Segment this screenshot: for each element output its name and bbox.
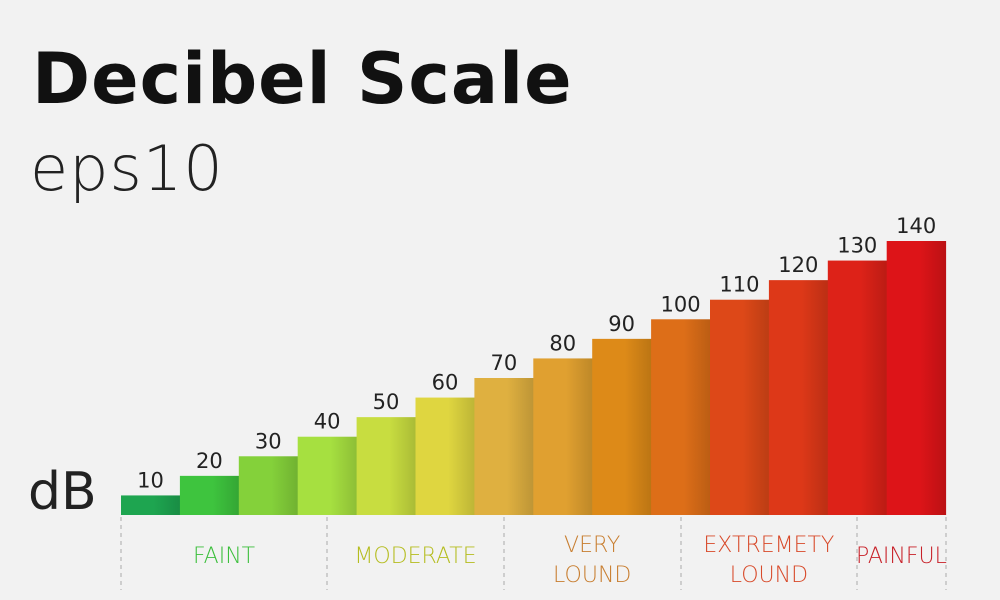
bar-20 <box>179 475 240 515</box>
category-label: FAINT <box>193 544 255 569</box>
bar-value-label: 140 <box>896 214 936 238</box>
bar-30 <box>238 456 299 515</box>
bar-50 <box>356 417 416 515</box>
chart-title: Decibel Scale <box>32 38 573 120</box>
bar-100 <box>651 319 711 515</box>
bar-60 <box>415 397 475 515</box>
bar-value-label: 40 <box>314 410 341 434</box>
bar-value-label: 90 <box>608 312 635 336</box>
bar-value-label: 80 <box>549 331 576 355</box>
bar-90 <box>592 338 652 515</box>
bar-value-label: 20 <box>196 449 223 473</box>
bar-130 <box>827 260 888 515</box>
bar-value-label: 30 <box>255 429 282 453</box>
category-label: EXTREMETY <box>703 533 834 558</box>
bar-value-label: 120 <box>778 253 818 277</box>
category-label: MODERATE <box>354 544 476 569</box>
bar-40 <box>297 436 358 515</box>
bar-120 <box>768 280 829 515</box>
category-label: LOUND <box>730 563 808 588</box>
bar-value-label: 50 <box>373 390 400 414</box>
bar-value-label: 130 <box>837 234 877 258</box>
category-label: LOUND <box>553 563 631 588</box>
bar-value-label: 110 <box>719 273 759 297</box>
bar-140 <box>886 241 947 515</box>
bar-80 <box>533 358 593 515</box>
bar-10 <box>121 495 181 515</box>
bar-value-label: 60 <box>432 371 459 395</box>
bar-70 <box>474 378 534 515</box>
bar-value-label: 10 <box>137 468 164 492</box>
bar-value-label: 100 <box>661 292 701 316</box>
category-label: PAINFUL <box>856 544 947 569</box>
bar-110 <box>710 299 770 515</box>
chart-subtitle: eps10 <box>30 132 224 205</box>
y-unit-label: dB <box>28 462 97 522</box>
category-label: VERY <box>564 533 620 558</box>
bar-value-label: 70 <box>490 351 517 375</box>
